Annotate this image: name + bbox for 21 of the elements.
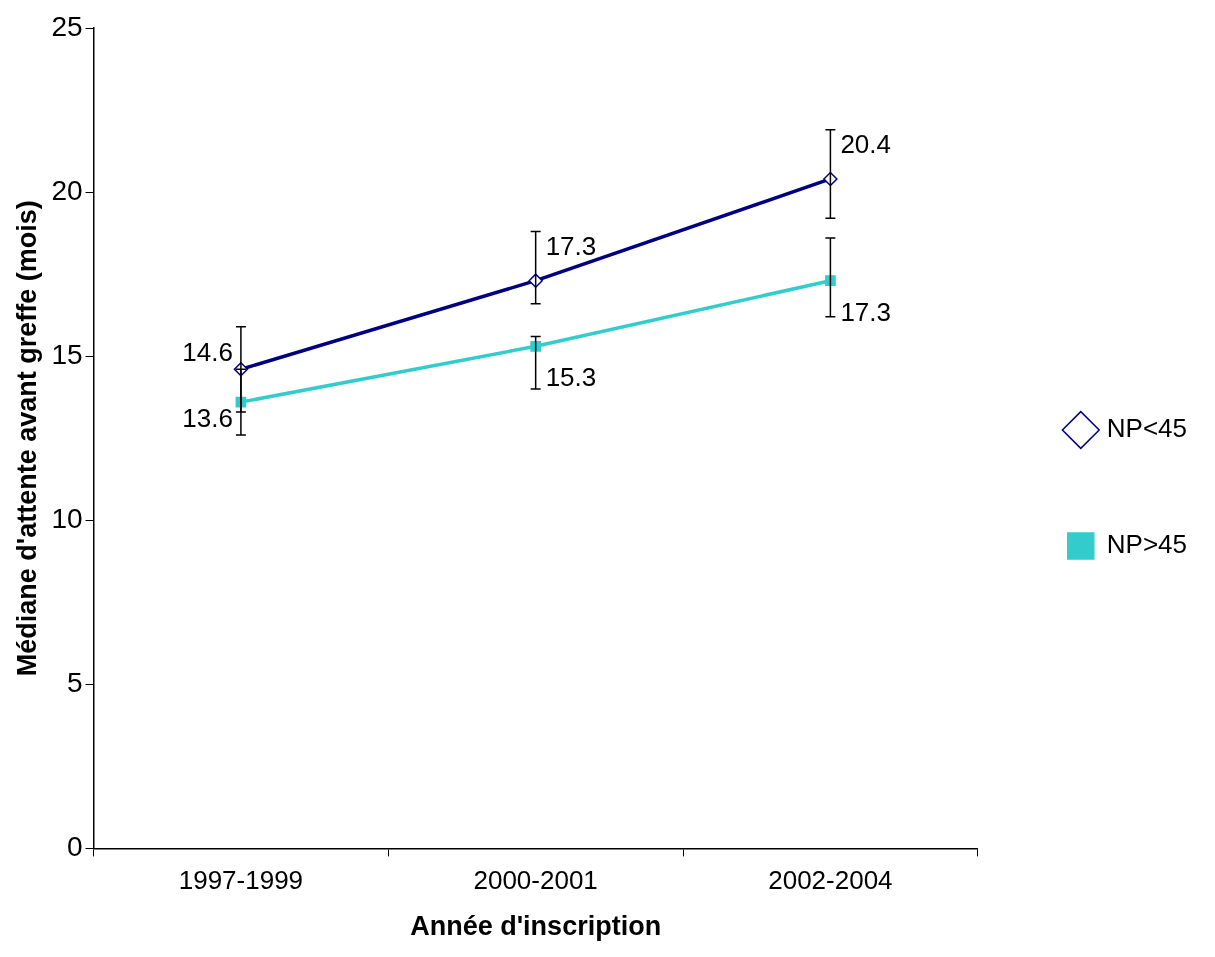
- x-tick-label: 2000-2001: [473, 865, 598, 896]
- x-tick-label: 1997-1999: [178, 865, 304, 896]
- data-label: 17.3: [840, 296, 892, 327]
- data-label: 13.6: [182, 403, 233, 434]
- y-tick-label: 5: [66, 667, 83, 699]
- y-tick-label: 25: [51, 10, 83, 42]
- data-label: 20.4: [840, 129, 892, 160]
- y-tick-label: 15: [51, 338, 83, 370]
- data-label: 15.3: [545, 362, 597, 393]
- y-axis-title: Médiane d'attente avant greffe (mois): [11, 200, 42, 677]
- x-axis-title: Année d'inscription: [410, 911, 662, 942]
- point: [530, 340, 542, 352]
- y-tick-label: 10: [51, 502, 83, 534]
- y-tick-label: 0: [66, 831, 83, 863]
- x-tick-label: 2002-2004: [768, 865, 893, 896]
- data-label: 17.3: [545, 230, 597, 261]
- point: [825, 275, 836, 287]
- legend-label: NP>45: [1106, 529, 1188, 560]
- legend-label: NP<45: [1106, 413, 1188, 444]
- y-tick-label: 20: [51, 174, 83, 206]
- data-label: 14.6: [182, 337, 233, 368]
